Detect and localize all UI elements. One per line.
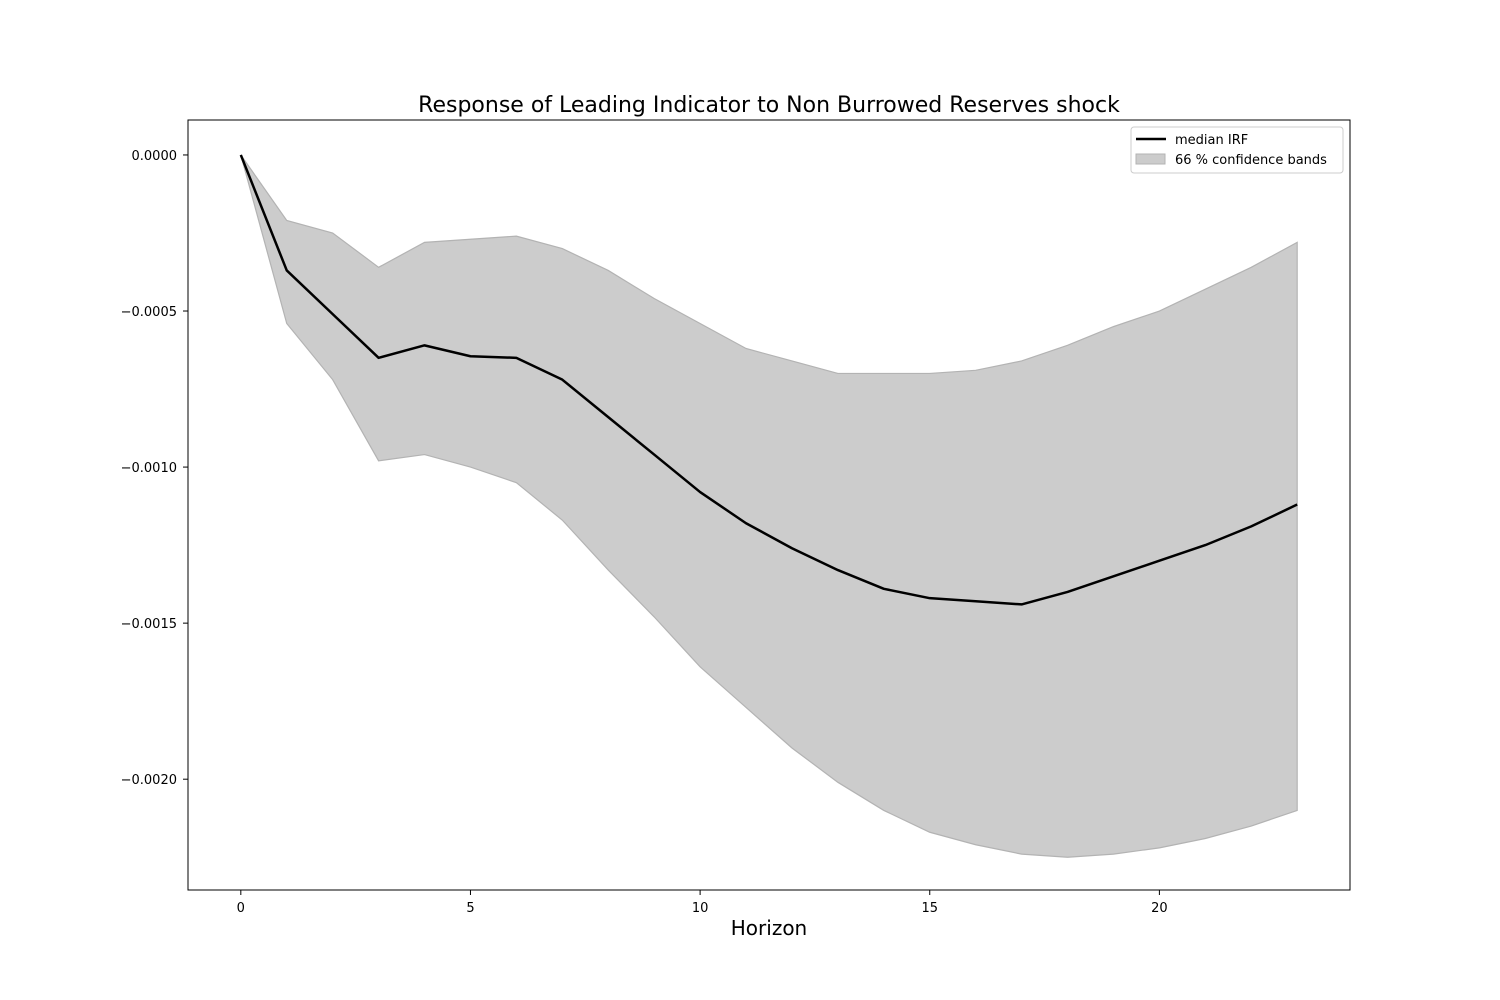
plot-area-frame bbox=[187, 119, 1351, 891]
x-tick-label: 15 bbox=[921, 901, 938, 916]
y-tick-label: −0.0015 bbox=[121, 617, 177, 632]
median-irf-line bbox=[239, 154, 1298, 606]
y-tick-label: −0.0005 bbox=[121, 305, 177, 320]
y-tick-label: 0.0000 bbox=[132, 149, 178, 164]
legend-frame bbox=[1130, 126, 1344, 174]
y-tick-label: −0.0020 bbox=[121, 773, 177, 788]
x-axis-ticks: 0 5 10 15 20 bbox=[237, 890, 1168, 916]
confidence-band-layer bbox=[240, 154, 1298, 858]
x-tick-label: 5 bbox=[466, 901, 474, 916]
confidence-band-area bbox=[240, 154, 1298, 858]
median-irf-layer bbox=[239, 154, 1298, 606]
x-tick-label: 20 bbox=[1151, 901, 1168, 916]
chart-title: Response of Leading Indicator to Non Bur… bbox=[418, 93, 1120, 118]
legend: median IRF 66 % confidence bands bbox=[1130, 126, 1344, 174]
y-axis-ticks: 0.0000 −0.0005 −0.0010 −0.0015 −0.0020 bbox=[121, 149, 188, 788]
x-axis-label: Horizon bbox=[731, 916, 807, 940]
legend-median-irf-label: median IRF bbox=[1175, 133, 1248, 148]
x-tick-label: 0 bbox=[237, 901, 245, 916]
x-tick-label: 10 bbox=[692, 901, 709, 916]
legend-confidence-band-swatch bbox=[1135, 153, 1166, 165]
y-tick-label: −0.0010 bbox=[121, 461, 177, 476]
legend-confidence-band-label: 66 % confidence bands bbox=[1175, 153, 1327, 168]
